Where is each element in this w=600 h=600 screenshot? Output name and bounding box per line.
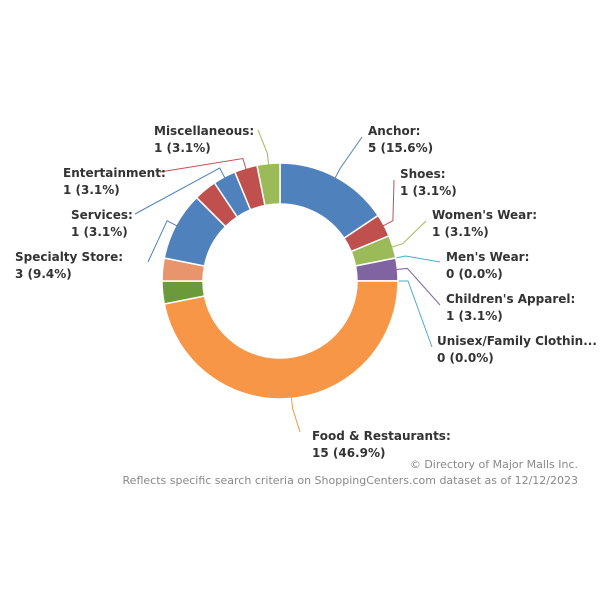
slice: [163, 280, 399, 400]
slice-label: Shoes:: [400, 167, 446, 181]
value-label: 1 (3.1%): [63, 183, 120, 197]
value-label: 1 (3.1%): [432, 225, 489, 239]
value-label: 1 (3.1%): [446, 309, 503, 323]
slice-label: Men's Wear:: [446, 250, 529, 264]
value-label: 0 (0.0%): [446, 267, 503, 281]
leader-line: [393, 255, 441, 263]
slice-label: Miscellaneous:: [154, 124, 254, 138]
leader-line: [159, 157, 247, 173]
value-label: 1 (3.1%): [71, 225, 128, 239]
value-label: 15 (46.9%): [312, 446, 385, 460]
note: Reflects specific search criteria on Sho…: [123, 474, 578, 487]
leader-line: [147, 219, 178, 263]
slice-label: Services:: [71, 208, 133, 222]
slice-label: Children's Apparel:: [446, 292, 575, 306]
leader-line: [290, 396, 301, 433]
leader-line: [390, 220, 427, 248]
slice-label: Specialty Store:: [15, 250, 123, 264]
value-label: 1 (3.1%): [400, 184, 457, 198]
leader-line: [395, 267, 441, 306]
slice-label: Unisex/Family Clothin...: [437, 334, 597, 348]
slice-label: Food & Restaurants:: [312, 429, 451, 443]
value-label: 5 (15.6%): [368, 141, 433, 155]
credit: © Directory of Major Malls Inc.: [410, 458, 578, 471]
value-label: 0 (0.0%): [437, 351, 494, 365]
leader-line: [257, 129, 270, 166]
slice-label: Entertainment:: [63, 166, 166, 180]
value-label: 1 (3.1%): [154, 141, 211, 155]
leader-line: [334, 136, 363, 179]
slice-label: Anchor:: [368, 124, 420, 138]
slice-label: Women's Wear:: [432, 208, 537, 222]
leader-line: [134, 167, 226, 215]
leader-line: [382, 179, 395, 227]
value-label: 3 (9.4%): [15, 267, 72, 281]
leader-line: [396, 280, 433, 348]
slice: [256, 162, 281, 207]
